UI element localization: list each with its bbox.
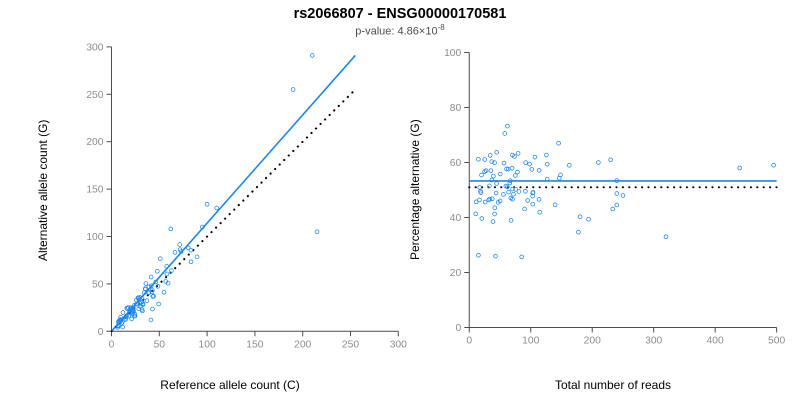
svg-text:200: 200 bbox=[294, 339, 311, 350]
svg-text:0: 0 bbox=[456, 323, 462, 334]
svg-text:60: 60 bbox=[450, 158, 462, 169]
svg-text:150: 150 bbox=[86, 185, 103, 196]
svg-text:200: 200 bbox=[86, 137, 103, 148]
svg-text:0: 0 bbox=[109, 339, 115, 350]
svg-text:0: 0 bbox=[466, 336, 472, 347]
svg-text:20: 20 bbox=[450, 268, 462, 279]
svg-text:100: 100 bbox=[199, 339, 216, 350]
svg-text:250: 250 bbox=[86, 90, 103, 101]
svg-text:100: 100 bbox=[86, 232, 103, 243]
svg-text:500: 500 bbox=[768, 336, 785, 347]
svg-text:250: 250 bbox=[342, 339, 359, 350]
svg-text:150: 150 bbox=[246, 339, 263, 350]
svg-text:50: 50 bbox=[154, 339, 166, 350]
svg-text:50: 50 bbox=[92, 279, 104, 290]
svg-text:100: 100 bbox=[444, 48, 461, 59]
svg-text:300: 300 bbox=[645, 336, 662, 347]
svg-text:300: 300 bbox=[86, 42, 103, 53]
svg-text:200: 200 bbox=[584, 336, 601, 347]
svg-text:100: 100 bbox=[522, 336, 539, 347]
svg-text:80: 80 bbox=[450, 103, 462, 114]
svg-text:40: 40 bbox=[450, 213, 462, 224]
svg-text:400: 400 bbox=[707, 336, 724, 347]
svg-text:0: 0 bbox=[98, 327, 104, 338]
svg-text:300: 300 bbox=[390, 339, 407, 350]
